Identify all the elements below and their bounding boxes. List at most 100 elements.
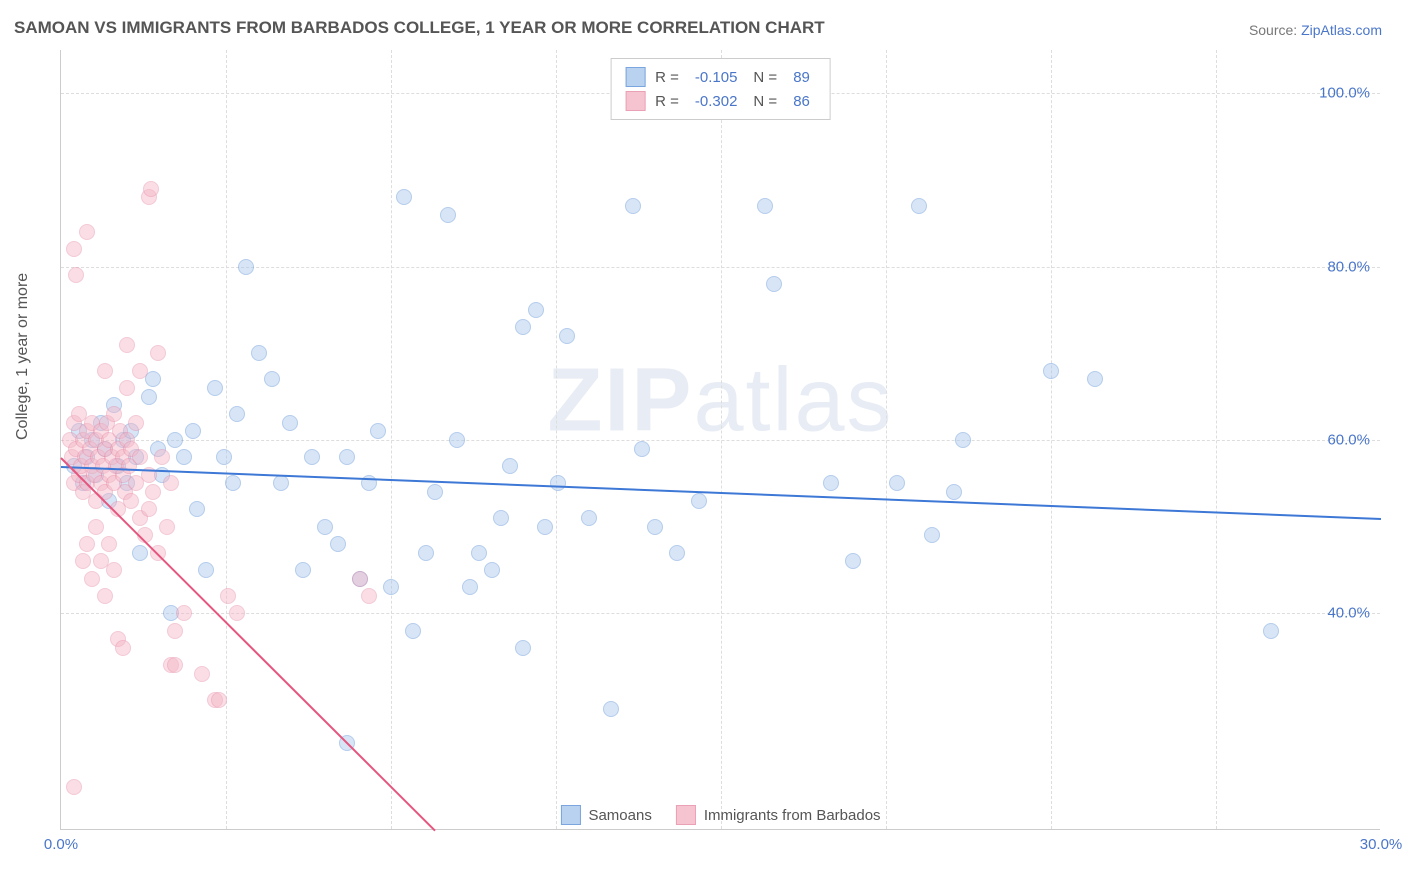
r-label: R = (655, 93, 679, 110)
scatter-point (79, 536, 95, 552)
scatter-point (766, 276, 782, 292)
source-link[interactable]: ZipAtlas.com (1301, 22, 1382, 38)
scatter-point (559, 328, 575, 344)
scatter-point (66, 241, 82, 257)
n-value: 86 (793, 93, 810, 110)
scatter-point (691, 493, 707, 509)
scatter-point (304, 449, 320, 465)
scatter-point (484, 562, 500, 578)
source-prefix: Source: (1249, 22, 1301, 38)
scatter-point (330, 536, 346, 552)
stats-row: R =-0.105N =89 (625, 65, 816, 89)
legend-swatch (560, 805, 580, 825)
scatter-point (634, 441, 650, 457)
gridline-vertical (1051, 50, 1052, 829)
scatter-point (449, 432, 465, 448)
scatter-point (185, 423, 201, 439)
scatter-point (251, 345, 267, 361)
scatter-point (295, 562, 311, 578)
scatter-point (581, 510, 597, 526)
scatter-point (207, 380, 223, 396)
plot-area: ZIPatlas R =-0.105N =89R =-0.302N =86 Sa… (60, 50, 1380, 830)
scatter-point (418, 545, 434, 561)
scatter-point (154, 449, 170, 465)
scatter-point (167, 623, 183, 639)
y-tick-label: 80.0% (1327, 258, 1370, 275)
scatter-point (141, 389, 157, 405)
scatter-point (273, 475, 289, 491)
y-tick-label: 60.0% (1327, 432, 1370, 449)
legend-item: Immigrants from Barbados (676, 805, 881, 825)
scatter-point (143, 181, 159, 197)
r-label: R = (655, 69, 679, 86)
scatter-point (128, 415, 144, 431)
gridline-vertical (391, 50, 392, 829)
scatter-point (238, 259, 254, 275)
gridline-vertical (1216, 50, 1217, 829)
scatter-point (647, 519, 663, 535)
scatter-point (167, 432, 183, 448)
scatter-point (1087, 371, 1103, 387)
scatter-point (352, 571, 368, 587)
scatter-point (889, 475, 905, 491)
scatter-point (515, 640, 531, 656)
scatter-point (502, 458, 518, 474)
scatter-point (625, 198, 641, 214)
scatter-point (145, 371, 161, 387)
scatter-point (119, 380, 135, 396)
scatter-point (145, 484, 161, 500)
scatter-point (66, 779, 82, 795)
scatter-point (264, 371, 280, 387)
scatter-point (493, 510, 509, 526)
scatter-point (361, 588, 377, 604)
legend-swatch (676, 805, 696, 825)
scatter-point (84, 571, 100, 587)
scatter-point (603, 701, 619, 717)
scatter-point (225, 475, 241, 491)
chart-title: SAMOAN VS IMMIGRANTS FROM BARBADOS COLLE… (14, 18, 825, 38)
stats-legend-box: R =-0.105N =89R =-0.302N =86 (610, 58, 831, 120)
scatter-point (97, 363, 113, 379)
scatter-point (106, 562, 122, 578)
scatter-point (101, 536, 117, 552)
scatter-point (955, 432, 971, 448)
watermark-zip: ZIP (547, 350, 693, 450)
scatter-point (440, 207, 456, 223)
scatter-point (528, 302, 544, 318)
n-label: N = (753, 93, 777, 110)
scatter-point (176, 605, 192, 621)
scatter-point (75, 553, 91, 569)
scatter-point (405, 623, 421, 639)
scatter-point (79, 224, 95, 240)
scatter-point (211, 692, 227, 708)
scatter-point (396, 189, 412, 205)
gridline-vertical (886, 50, 887, 829)
y-tick-label: 40.0% (1327, 605, 1370, 622)
y-axis-title: College, 1 year or more (14, 273, 32, 440)
n-label: N = (753, 69, 777, 86)
scatter-point (198, 562, 214, 578)
scatter-point (317, 519, 333, 535)
scatter-point (845, 553, 861, 569)
scatter-point (194, 666, 210, 682)
scatter-point (176, 449, 192, 465)
x-tick-label: 0.0% (44, 836, 78, 853)
scatter-point (220, 588, 236, 604)
scatter-point (515, 319, 531, 335)
scatter-point (427, 484, 443, 500)
gridline-vertical (556, 50, 557, 829)
scatter-point (189, 501, 205, 517)
scatter-point (370, 423, 386, 439)
scatter-point (106, 406, 122, 422)
scatter-point (97, 588, 113, 604)
gridline-vertical (226, 50, 227, 829)
source-attribution: Source: ZipAtlas.com (1249, 22, 1382, 38)
scatter-point (163, 475, 179, 491)
legend-swatch (625, 67, 645, 87)
scatter-point (537, 519, 553, 535)
scatter-point (141, 501, 157, 517)
scatter-point (282, 415, 298, 431)
scatter-point (159, 519, 175, 535)
scatter-point (946, 484, 962, 500)
x-tick-label: 30.0% (1360, 836, 1403, 853)
